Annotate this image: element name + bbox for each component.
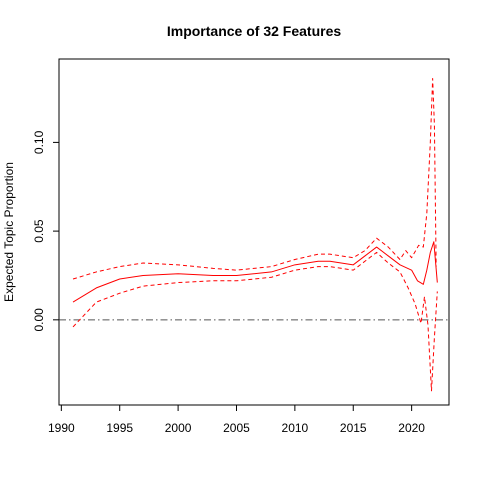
y-tick-label: 0.00: [32, 308, 46, 332]
y-tick-label: 0.05: [32, 219, 46, 243]
x-tick-label: 1995: [106, 421, 133, 435]
series-layer: [72, 78, 438, 392]
x-tick-label: 2010: [282, 421, 309, 435]
x-tick-label: 2015: [340, 421, 367, 435]
y-axis: 0.00 0.05 0.10: [32, 130, 60, 332]
x-tick-label: 2020: [398, 421, 425, 435]
series-line-estimate: [72, 241, 438, 303]
series-line-upper-ci: [72, 78, 437, 280]
x-tick-label: 2005: [223, 421, 250, 435]
y-axis-label: Expected Topic Proportion: [2, 162, 16, 302]
x-axis: 1990 1995 2000 2005 2010 2015 2020: [48, 404, 425, 435]
series-line-lower-ci: [72, 251, 438, 392]
chart-title: Importance of 32 Features: [167, 23, 341, 39]
y-tick-label: 0.10: [32, 130, 46, 154]
x-tick-label: 1990: [48, 421, 75, 435]
x-tick-label: 2000: [165, 421, 192, 435]
